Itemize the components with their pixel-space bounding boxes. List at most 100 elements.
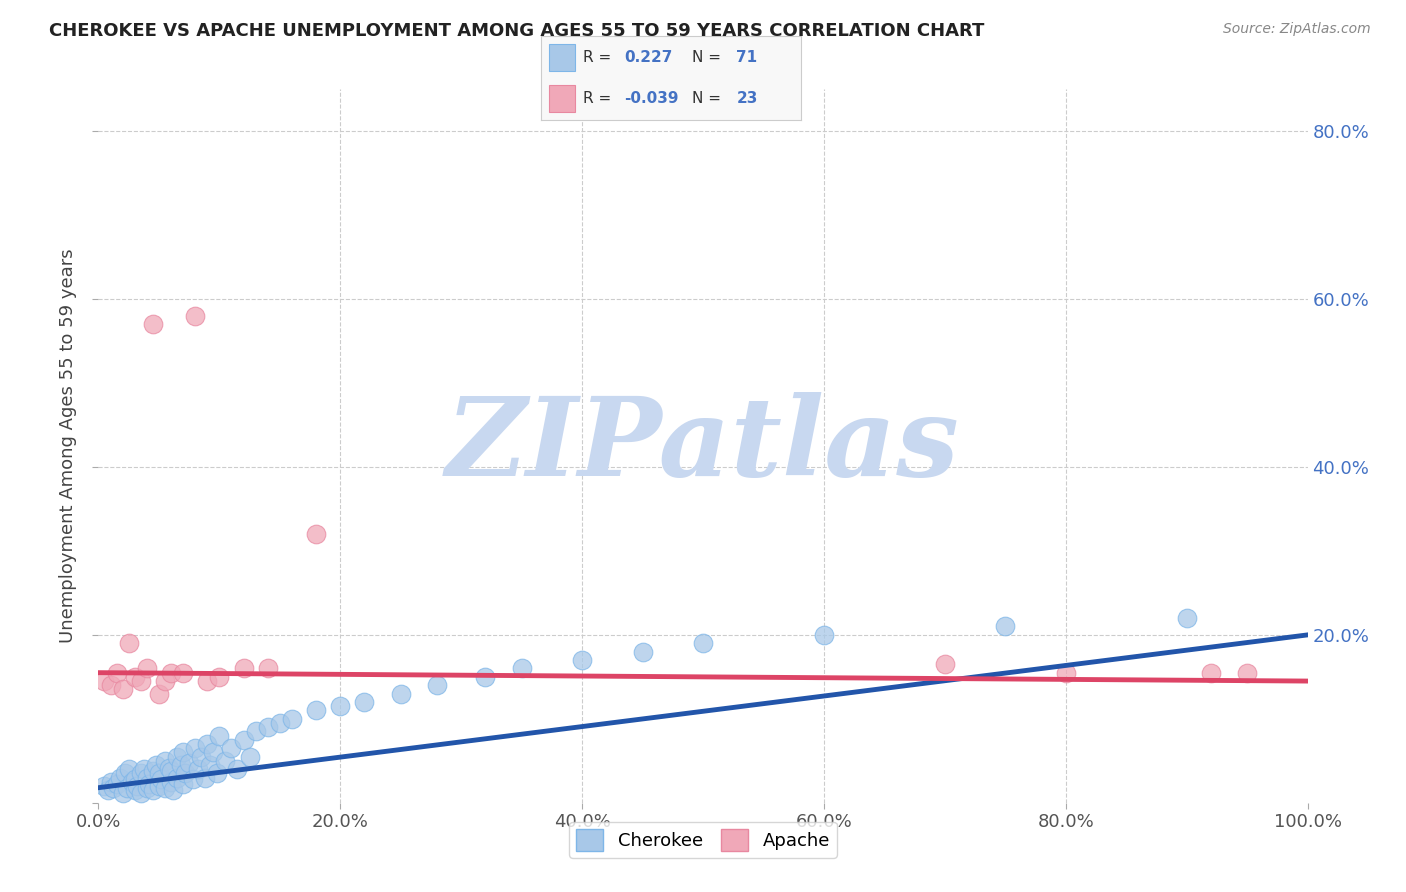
Point [269,716,291,731]
Point [142,318,165,332]
Point [194,771,217,785]
Point [129,674,152,689]
Point [100,774,122,789]
Point [118,636,141,650]
Point [1054,665,1077,680]
Bar [550,85,575,112]
Point [245,724,267,739]
Y-axis label: Unemployment Among Ages 55 to 59 years: Unemployment Among Ages 55 to 59 years [59,249,77,643]
Point [145,758,167,772]
Point [195,674,218,689]
Point [162,783,184,797]
Point [135,780,157,795]
Point [226,762,249,776]
Point [153,674,176,689]
Point [148,779,170,793]
Text: 0.227: 0.227 [624,50,673,65]
Point [281,712,304,726]
Point [389,687,412,701]
Point [134,762,156,776]
Point [190,749,212,764]
Point [121,774,143,789]
Text: -0.039: -0.039 [624,91,679,106]
Point [305,703,328,717]
Point [198,758,221,772]
Text: Source: ZipAtlas.com: Source: ZipAtlas.com [1223,22,1371,37]
Text: ZIPatlas: ZIPatlas [446,392,960,500]
Point [239,749,262,764]
Point [135,661,157,675]
Point [305,527,328,541]
Point [256,720,278,734]
Point [150,772,173,787]
Point [813,628,835,642]
Bar [550,44,575,71]
Point [129,786,152,800]
Text: R =: R = [583,91,612,106]
Point [114,766,136,780]
Point [153,780,176,795]
Point [169,758,191,772]
Point [184,741,207,756]
Point [157,760,180,774]
Point [205,766,228,780]
Point [256,661,278,675]
Point [571,653,593,667]
Point [135,771,157,785]
Point [221,741,243,756]
Point [108,771,131,785]
Point [160,764,183,778]
Point [160,665,183,680]
Point [208,670,231,684]
Point [93,674,115,689]
Point [172,777,194,791]
Point [202,746,225,760]
Point [353,695,375,709]
Point [124,783,146,797]
Point [142,764,165,778]
Point [1236,665,1258,680]
Point [153,754,176,768]
Point [105,665,128,680]
Point [232,732,254,747]
Point [179,756,201,770]
Point [208,729,231,743]
Legend: Cherokee, Apache: Cherokee, Apache [569,822,837,858]
Point [214,754,236,768]
Point [172,665,194,680]
Point [118,762,141,776]
Point [187,762,209,776]
Point [174,766,197,780]
Point [129,766,152,780]
Text: CHEROKEE VS APACHE UNEMPLOYMENT AMONG AGES 55 TO 59 YEARS CORRELATION CHART: CHEROKEE VS APACHE UNEMPLOYMENT AMONG AG… [49,22,984,40]
Point [329,699,352,714]
Point [124,772,146,787]
Point [166,749,188,764]
Point [181,772,204,787]
Point [111,682,134,697]
Point [1175,611,1198,625]
Point [934,657,956,672]
Point [195,737,218,751]
Point [101,780,124,795]
Point [172,746,194,760]
Point [148,766,170,780]
Point [97,783,120,797]
Point [631,645,654,659]
Point [184,309,207,323]
Point [474,670,496,684]
Text: N =: N = [692,91,721,106]
Point [127,779,149,793]
Point [148,687,170,701]
Point [160,774,183,789]
Point [426,678,449,692]
Point [124,670,146,684]
Text: R =: R = [583,50,612,65]
Point [1199,665,1222,680]
Text: N =: N = [692,50,721,65]
Point [138,777,160,791]
Point [692,636,714,650]
Point [100,678,122,692]
Point [994,619,1017,633]
Point [93,779,115,793]
